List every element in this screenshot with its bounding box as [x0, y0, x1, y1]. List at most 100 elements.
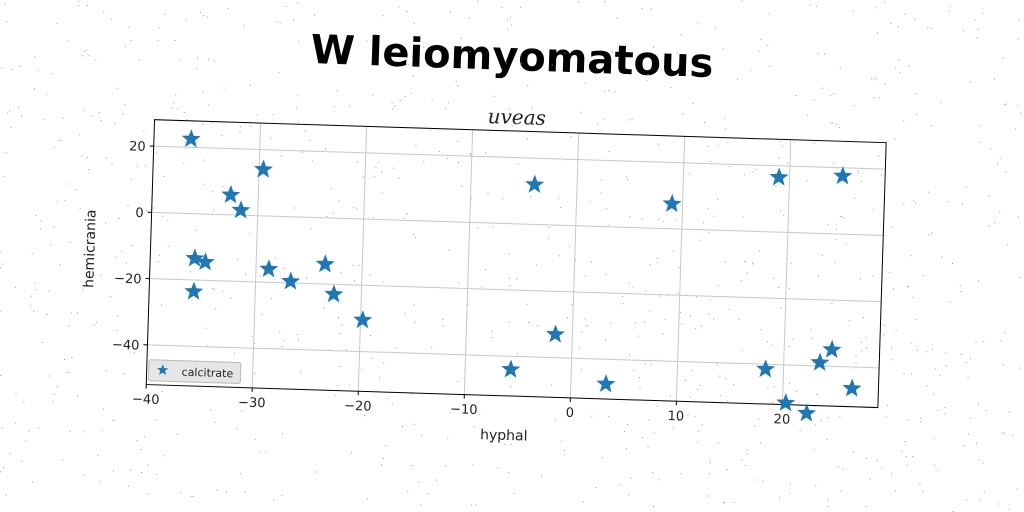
speckle-dot: [240, 131, 241, 132]
speckle-dot: [696, 297, 697, 298]
speckle-dot: [695, 328, 696, 329]
speckle-dot: [657, 258, 658, 259]
speckle-dot: [509, 322, 510, 323]
speckle-dot: [707, 208, 708, 209]
speckle-dot: [629, 354, 630, 355]
speckle-dot: [383, 458, 384, 459]
speckle-dot: [652, 472, 653, 473]
speckle-dot: [840, 67, 841, 68]
speckle-dot: [950, 302, 951, 303]
x-axis-label: hyphal: [480, 427, 528, 444]
speckle-dot: [779, 497, 780, 498]
speckle-dot: [858, 172, 859, 173]
speckle-dot: [105, 223, 106, 224]
speckle-dot: [743, 216, 744, 217]
speckle-dot: [934, 438, 935, 439]
speckle-dot: [2, 428, 3, 429]
data-points: [173, 129, 869, 423]
speckle-dot: [0, 375, 1, 376]
speckle-dot: [642, 219, 643, 220]
speckle-dot: [908, 419, 909, 420]
speckle-dot: [378, 161, 379, 162]
y-tick-label: −20: [114, 272, 142, 288]
speckle-dot: [816, 394, 817, 395]
speckle-dot: [537, 325, 538, 326]
speckle-dot: [787, 163, 788, 164]
speckle-dot: [769, 13, 770, 14]
x-tick-label: −40: [132, 392, 160, 408]
x-tick-label: −20: [344, 399, 372, 415]
speckle-dot: [632, 119, 633, 120]
speckle-dot: [608, 90, 609, 91]
speckle-dot: [147, 494, 148, 495]
speckle-dot: [581, 370, 582, 371]
speckle-dot: [11, 127, 12, 128]
speckle-dot: [0, 471, 1, 472]
speckle-dot: [337, 385, 338, 386]
speckle-dot: [346, 350, 347, 351]
speckle-dot: [77, 313, 78, 314]
speckle-dot: [778, 287, 779, 288]
data-point-star: [184, 281, 204, 300]
speckle-dot: [895, 139, 896, 140]
speckle-dot: [814, 449, 815, 450]
speckle-dot: [32, 253, 33, 254]
speckle-dot: [175, 40, 176, 41]
speckle-dot: [626, 176, 627, 177]
speckle-dot: [1012, 435, 1013, 436]
speckle-dot: [200, 12, 201, 13]
speckle-dot: [25, 441, 26, 442]
speckle-dot: [527, 85, 528, 86]
speckle-dot: [99, 482, 100, 483]
speckle-dot: [131, 178, 132, 179]
speckle-dot: [139, 60, 140, 61]
speckle-dot: [680, 473, 681, 474]
speckle-dot: [298, 95, 299, 96]
speckle-dot: [241, 411, 242, 412]
speckle-dot: [970, 417, 971, 418]
speckle-dot: [984, 491, 985, 492]
speckle-dot: [906, 456, 907, 457]
speckle-dot: [1000, 158, 1001, 159]
speckle-dot: [617, 18, 618, 19]
speckle-dot: [644, 322, 645, 323]
speckle-dot: [950, 6, 951, 7]
speckle-dot: [723, 502, 724, 503]
speckle-dot: [685, 380, 686, 381]
speckle-dot: [29, 430, 30, 431]
speckle-dot: [789, 346, 790, 347]
ticks: −40 −30 −20 −10 0 10 20 −40 −20 0 20: [110, 139, 798, 428]
speckle-dot: [153, 208, 154, 209]
speckle-dot: [861, 181, 862, 182]
speckle-dot: [919, 484, 920, 485]
speckle-dot: [35, 289, 36, 290]
speckle-dot: [642, 437, 643, 438]
speckle-dot: [112, 164, 113, 165]
speckle-dot: [412, 56, 413, 57]
speckle-dot: [381, 464, 382, 465]
speckle-dot: [111, 19, 112, 20]
speckle-dot: [477, 227, 478, 228]
speckle-dot: [742, 1, 743, 2]
speckle-dot: [877, 33, 878, 34]
speckle-dot: [926, 385, 927, 386]
x-tick-label: −30: [238, 395, 266, 411]
speckle-dot: [651, 9, 652, 10]
speckle-dot: [709, 232, 710, 233]
speckle-dot: [892, 227, 893, 228]
speckle-dot: [772, 402, 773, 403]
speckle-dot: [222, 290, 223, 291]
speckle-dot: [78, 1, 79, 2]
speckle-dot: [310, 140, 311, 141]
speckle-dot: [923, 491, 924, 492]
speckle-dot: [393, 168, 394, 169]
speckle-dot: [250, 126, 251, 127]
speckle-dot: [514, 493, 515, 494]
speckle-dot: [775, 186, 776, 187]
speckle-dot: [982, 13, 983, 14]
speckle-dot: [661, 69, 662, 70]
speckle-dot: [779, 141, 780, 142]
speckle-dot: [747, 450, 748, 451]
speckle-dot: [1007, 244, 1008, 245]
speckle-dot: [471, 505, 472, 506]
